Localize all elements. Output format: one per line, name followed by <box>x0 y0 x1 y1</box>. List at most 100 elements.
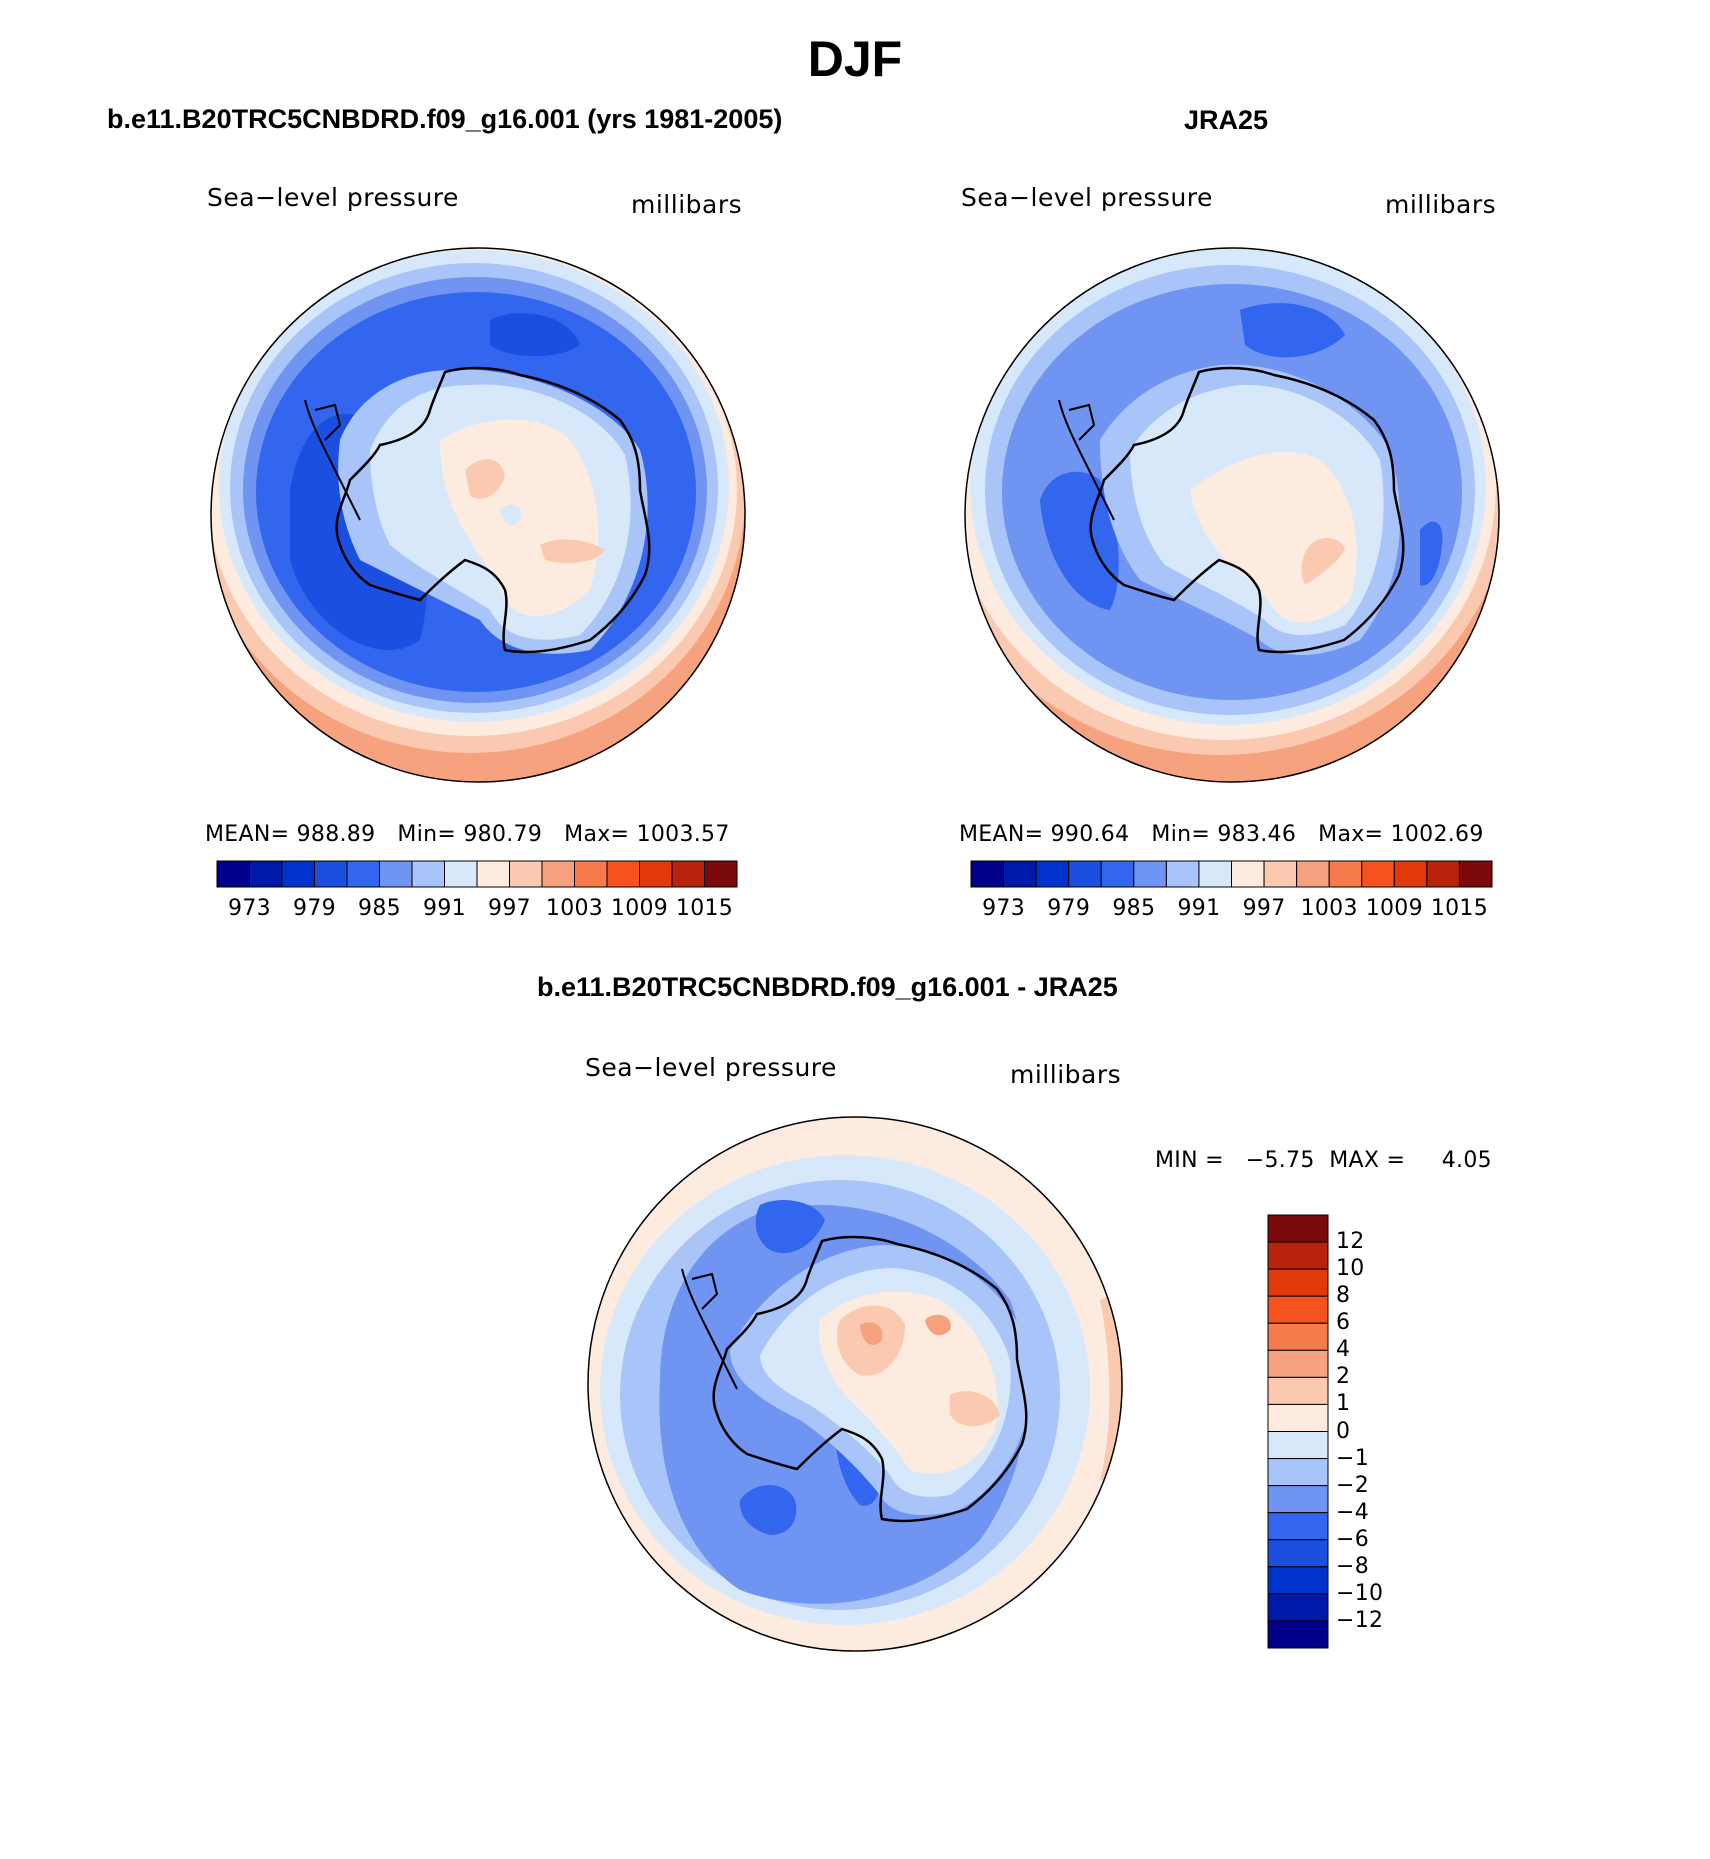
colorbar-3-swatch <box>1267 1241 1329 1270</box>
colorbar-2-swatch <box>1068 860 1102 888</box>
colorbar-3-swatch <box>1267 1376 1329 1405</box>
panel-2-units-label: millibars <box>1385 190 1497 219</box>
panel-2-mean: MEAN= 990.64 <box>959 822 1130 847</box>
colorbar-2-tick-label: 1009 <box>1365 896 1423 921</box>
colorbar-2-swatch <box>1198 860 1232 888</box>
colorbar-1-swatch <box>281 860 315 888</box>
colorbar-3-swatch <box>1267 1403 1329 1432</box>
panel-1-max: Max= 1003.57 <box>564 822 730 847</box>
colorbar-2-tick-label: 1015 <box>1430 896 1489 921</box>
panel-1-stats: MEAN= 988.89 Min= 980.79 Max= 1003.57 <box>205 822 752 847</box>
panel-2-stats: MEAN= 990.64 Min= 983.46 Max= 1002.69 <box>959 822 1506 847</box>
colorbar-2-swatch <box>1328 860 1363 888</box>
colorbar-3-tick-label: −12 <box>1336 1607 1384 1633</box>
colorbar-2-swatch <box>1296 860 1330 888</box>
colorbar-1-tick-label: 973 <box>228 896 271 921</box>
panel-2-colorbar-labels: 973 979 985 991 997 1003 1009 1015 <box>0 896 1710 926</box>
colorbar-3-tick-label: 12 <box>1336 1229 1365 1255</box>
colorbar-1-swatch <box>411 860 445 888</box>
panel-3-units-label: millibars <box>1010 1060 1122 1089</box>
panel-1-units-label: millibars <box>631 190 743 219</box>
colorbar-1-swatch <box>379 860 413 888</box>
panel-1-colorbar-labels: 973 979 985 991 997 1003 1009 1015 <box>0 896 1710 926</box>
colorbar-3-swatch <box>1267 1485 1329 1514</box>
colorbar-2-swatch <box>1393 860 1428 888</box>
colorbar-2-tick-label: 997 <box>1242 896 1286 921</box>
colorbar-2-swatch <box>1100 860 1135 888</box>
colorbar-2-swatch <box>1361 860 1395 888</box>
panel-3-variable-label: Sea−level pressure <box>585 1053 837 1082</box>
colorbar-2-swatch <box>1035 860 1070 888</box>
colorbar-2-swatch <box>1133 860 1167 888</box>
colorbar-3-swatch <box>1267 1458 1329 1487</box>
colorbar-3-swatch <box>1267 1295 1329 1324</box>
colorbar-1-swatch <box>639 860 673 888</box>
colorbar-1-swatch <box>541 860 575 888</box>
panel-2-min: Min= 983.46 <box>1151 822 1297 847</box>
panel-1-variable-label: Sea−level pressure <box>207 183 459 212</box>
panel-1-min: Min= 980.79 <box>397 822 543 847</box>
colorbar-3-swatch <box>1267 1431 1329 1460</box>
colorbar-3-swatch <box>1267 1349 1329 1378</box>
colorbar-3-swatch <box>1267 1566 1329 1595</box>
colorbar-3-tick-label: 4 <box>1336 1337 1351 1363</box>
colorbar-2-swatch <box>1003 860 1037 888</box>
colorbar-3-swatch <box>1267 1322 1329 1351</box>
colorbar-2-tick-label: 979 <box>1047 896 1091 921</box>
colorbar-3-tick-label: −6 <box>1336 1526 1370 1552</box>
colorbar-1-tick-label: 985 <box>358 896 401 921</box>
colorbar-1-tick-label: 1009 <box>610 896 669 921</box>
colorbar-2-swatch <box>1426 860 1460 888</box>
colorbar-1-tick-label: 997 <box>488 896 531 921</box>
panel-3-title: b.e11.B20TRC5CNBDRD.f09_g16.001 - JRA25 <box>537 972 1118 1002</box>
panel-1-mean: MEAN= 988.89 <box>205 822 376 847</box>
colorbar-2-tick-label: 985 <box>1112 896 1156 921</box>
panel-2-title: JRA25 <box>1184 105 1269 135</box>
colorbar-2-tick-label: 991 <box>1177 896 1221 921</box>
colorbar-3-tick-label: 1 <box>1336 1391 1351 1417</box>
colorbar-1-swatch <box>574 860 608 888</box>
colorbar-1-tick-label: 979 <box>293 896 336 921</box>
colorbar-1-tick-label: 991 <box>423 896 466 921</box>
colorbar-1-swatch <box>476 860 510 888</box>
colorbar-3-tick-label: 2 <box>1336 1364 1351 1390</box>
colorbar-3-swatch <box>1267 1539 1329 1568</box>
colorbar-2-swatch <box>1458 860 1493 888</box>
colorbar-2-swatch <box>1263 860 1298 888</box>
panel-2-variable-label: Sea−level pressure <box>961 183 1213 212</box>
colorbar-3-tick-label: 0 <box>1336 1418 1351 1444</box>
colorbar-1-swatch <box>671 860 705 888</box>
colorbar-3-swatch <box>1267 1268 1329 1297</box>
colorbar-3-swatch <box>1267 1214 1329 1243</box>
colorbar-1-swatch <box>704 860 738 888</box>
colorbar-2-tick-label: 973 <box>982 896 1026 921</box>
colorbar-3-tick-label: 10 <box>1336 1256 1365 1282</box>
colorbar-1-swatch <box>346 860 380 888</box>
colorbar-2-swatch <box>970 860 1005 888</box>
colorbar-2-swatch <box>1165 860 1200 888</box>
colorbar-1-swatch <box>509 860 543 888</box>
colorbar-1-tick-label: 1003 <box>545 896 604 921</box>
colorbar-3-tick-label: 8 <box>1336 1283 1351 1309</box>
panel-3-minmax: MIN = −5.75 MAX = 4.05 <box>1155 1148 1492 1173</box>
colorbar-1-swatch <box>249 860 283 888</box>
colorbar-1-swatch <box>444 860 478 888</box>
colorbar-3-tick-label: 6 <box>1336 1310 1351 1336</box>
colorbar-3-tick-label: −8 <box>1336 1553 1370 1579</box>
colorbar-3-tick-label: −2 <box>1336 1472 1370 1498</box>
colorbar-3-swatch <box>1267 1620 1329 1649</box>
panel-2-max: Max= 1002.69 <box>1318 822 1484 847</box>
colorbar-3-tick-label: −1 <box>1336 1445 1370 1471</box>
colorbar-1-swatch <box>606 860 640 888</box>
colorbar-2-swatch <box>1231 860 1265 888</box>
colorbar-3-tick-label: −4 <box>1336 1499 1370 1525</box>
colorbar-2-tick-label: 1003 <box>1300 896 1358 921</box>
colorbar-3-swatch <box>1267 1593 1329 1622</box>
